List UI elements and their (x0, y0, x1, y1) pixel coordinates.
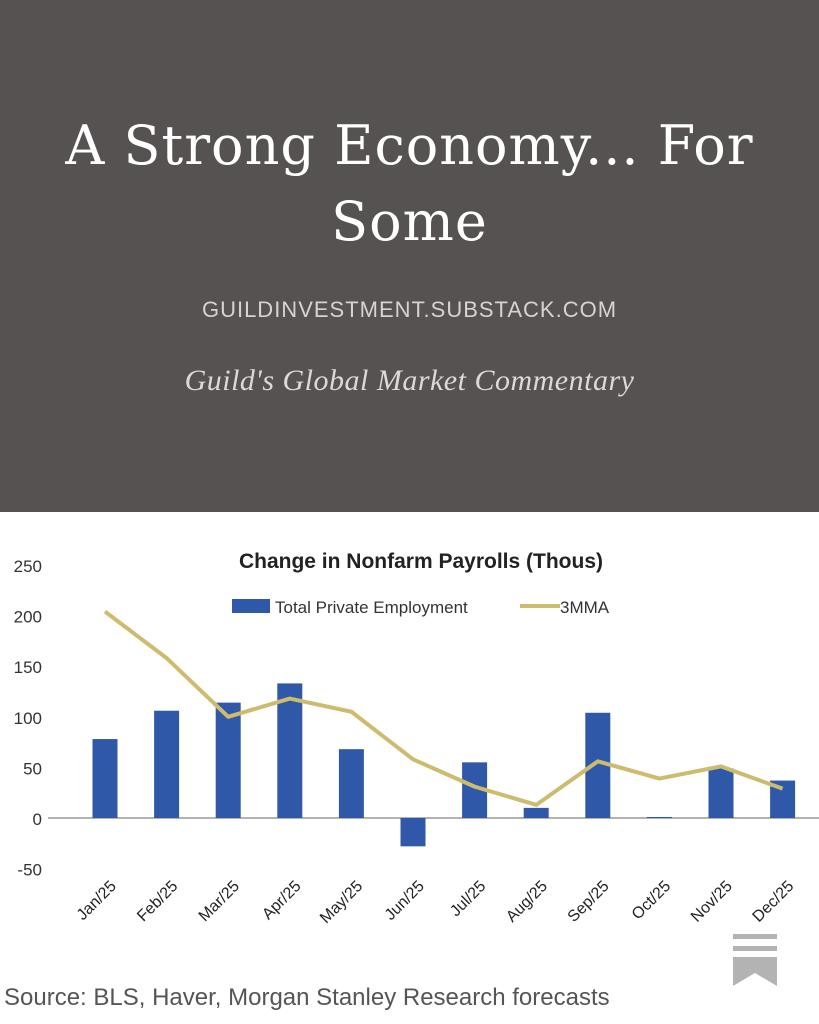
x-tick-label: Jul/25 (447, 878, 489, 920)
x-tick-label: Jun/25 (382, 878, 428, 924)
y-tick-label: 150 (14, 658, 42, 677)
chart-title: Change in Nonfarm Payrolls (Thous) (239, 550, 603, 573)
x-tick-label: Nov/25 (688, 878, 736, 926)
site-url: GUILDINVESTMENT.SUBSTACK.COM (201, 297, 618, 322)
header-banner: A Strong Economy... For Some GUILDINVEST… (0, 0, 819, 512)
bar-Nov-25 (708, 768, 734, 818)
line-3mma (103, 609, 784, 807)
bar-Jan-25 (92, 739, 118, 818)
x-tick-label: Sep/25 (565, 878, 613, 926)
y-tick-label: 200 (14, 608, 42, 627)
bar-Oct-25 (646, 816, 672, 818)
bar-May-25 (338, 749, 364, 818)
legend-label-line: 3MMA (560, 598, 610, 617)
legend: Total Private Employment 3MMA (232, 598, 610, 617)
bar-Jun-25 (400, 818, 426, 847)
y-tick-label: 250 (14, 557, 42, 576)
x-tick-label: Oct/25 (629, 878, 674, 923)
x-tick-label: Dec/25 (750, 878, 798, 926)
legend-swatch-bar (232, 599, 270, 613)
x-tick-label: Mar/25 (196, 878, 243, 925)
x-tick-label: Jan/25 (74, 878, 120, 924)
x-tick-label: Apr/25 (259, 878, 304, 923)
subtitle: Guild's Global Market Commentary (184, 364, 635, 397)
bar-Aug-25 (523, 807, 549, 818)
page-title: A Strong Economy... For Some (65, 114, 754, 253)
legend-label-bar: Total Private Employment (275, 598, 468, 617)
bar-Feb-25 (154, 710, 180, 818)
bar-Apr-25 (277, 683, 303, 818)
y-tick-label: 0 (33, 810, 42, 829)
y-tick-label: 50 (23, 759, 42, 778)
payrolls-chart: Change in Nonfarm Payrolls (Thous) Total… (14, 550, 819, 927)
x-tick-label: May/25 (317, 878, 366, 927)
y-tick-label: 100 (14, 709, 42, 728)
source-note: Source: BLS, Haver, Morgan Stanley Resea… (4, 984, 610, 1011)
bar-Mar-25 (215, 702, 241, 818)
x-tick-label: Aug/25 (503, 878, 551, 926)
x-tick-label: Feb/25 (134, 878, 181, 925)
y-tick-label: -50 (17, 861, 42, 880)
substack-bookmark-icon (733, 934, 777, 986)
